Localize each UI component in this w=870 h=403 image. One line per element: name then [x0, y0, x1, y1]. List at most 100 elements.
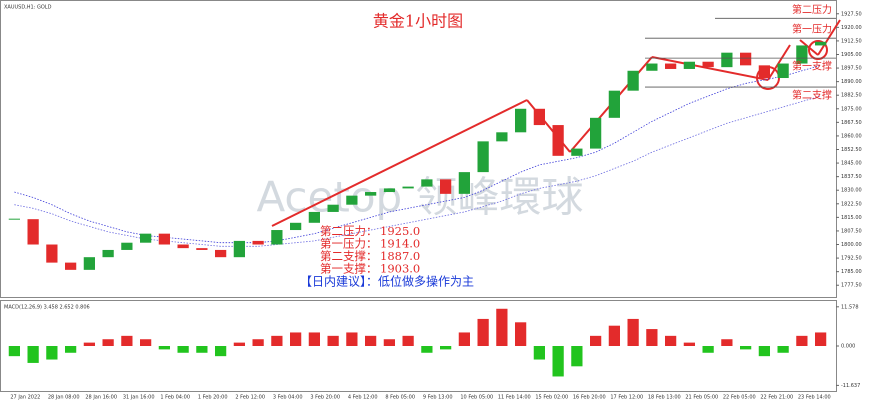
macd-bar: [758, 346, 770, 357]
macd-bar: [46, 346, 58, 360]
y-tick-label: 1920.00: [841, 25, 862, 31]
macd-bar: [665, 335, 677, 346]
y-tick-label: 1897.50: [841, 66, 862, 72]
level-text-name: 第二压力: [320, 224, 366, 238]
x-tick-label: 3 Feb 04:00: [273, 395, 303, 401]
candle: [102, 249, 114, 258]
level-text-value: 1903.0: [380, 262, 420, 276]
x-tick-label: 27 Jan 2022: [10, 395, 40, 401]
y-tick-label: 1912.50: [841, 38, 862, 44]
y-tick-label: 1785.00: [841, 269, 862, 275]
macd-bar: [702, 346, 714, 353]
y-tick-label: 1905.00: [841, 52, 862, 58]
macd-bar: [65, 346, 77, 353]
candle: [721, 52, 733, 68]
level-text-sep: ：: [366, 237, 378, 251]
level-name: 第一支撑: [792, 60, 832, 73]
macd-bar: [346, 332, 358, 346]
x-tick-label: 16 Feb 20:00: [573, 395, 606, 401]
macd-bar: [590, 335, 602, 346]
candle: [740, 52, 752, 66]
level-text-sep: ：: [366, 262, 378, 276]
level-text-name: 第一压力: [320, 237, 366, 251]
macd-bar: [533, 346, 545, 360]
x-tick-label: 10 Feb 05:00: [460, 395, 493, 401]
y-tick-label: 1777.50: [841, 283, 862, 289]
macd-bar: [271, 335, 283, 346]
macd-bar: [27, 346, 39, 363]
macd-bar: [121, 335, 133, 346]
y-tick-label: 1822.50: [841, 201, 862, 207]
level-text-name: 第一支撑: [320, 262, 366, 276]
macd-bar: [627, 318, 639, 346]
macd-bar: [608, 325, 620, 346]
x-tick-label: 8 Feb 05:00: [385, 395, 415, 401]
y-tick-label: 0.000: [841, 344, 855, 350]
candle: [421, 179, 433, 187]
macd-bar: [421, 346, 433, 353]
macd-bar: [646, 329, 658, 346]
candle: [233, 240, 245, 258]
candle: [533, 108, 545, 126]
x-tick-label: 22 Feb 21:00: [760, 395, 793, 401]
candle: [702, 61, 714, 68]
watermark: Acetop 领峰環球: [256, 173, 583, 222]
macd-bar: [477, 318, 489, 346]
x-tick-label: 23 Feb 14:00: [798, 395, 831, 401]
candle: [665, 63, 677, 69]
candle: [627, 70, 639, 91]
macd-title: MACD(12,26,9) 3.458 2.652 0.806: [4, 305, 90, 311]
x-tick-label: 18 Feb 13:00: [648, 395, 681, 401]
level-name: 第一压力: [792, 23, 832, 36]
level-text-sep: ：: [366, 224, 378, 238]
candle: [477, 141, 489, 173]
candle: [496, 132, 508, 142]
candle: [177, 244, 189, 249]
level-name: 第二压力: [792, 3, 832, 16]
x-tick-label: 9 Feb 13:00: [423, 395, 453, 401]
y-tick-label: 1860.00: [841, 133, 862, 139]
candle: [215, 249, 227, 258]
candle: [777, 63, 789, 79]
y-tick-label: 1830.00: [841, 188, 862, 194]
candle: [27, 219, 39, 245]
candle: [290, 222, 302, 231]
macd-bar: [796, 335, 808, 346]
candle: [65, 262, 77, 270]
x-tick-label: 1 Feb 04:00: [160, 395, 190, 401]
candle: [327, 204, 339, 212]
x-tick-label: 15 Feb 02:00: [535, 395, 568, 401]
y-tick-label: 1852.50: [841, 147, 862, 153]
y-tick-label: 1815.00: [841, 215, 862, 221]
candle: [683, 61, 695, 69]
symbol: XAUUSD,H1: GOLD: [4, 5, 52, 11]
candle: [83, 257, 95, 270]
candle: [196, 248, 208, 250]
x-tick-label: 4 Feb 12:00: [348, 395, 378, 401]
macd-bar: [308, 332, 320, 346]
level-text-sep: ：: [366, 249, 378, 263]
macd-bar: [365, 335, 377, 346]
candle: [308, 211, 320, 223]
y-tick-label: -11.637: [841, 383, 860, 389]
candle: [815, 41, 827, 46]
candle: [590, 117, 602, 149]
macd-bar: [252, 339, 264, 346]
level-name: 第二支撑: [792, 89, 832, 102]
y-tick-label: 1890.00: [841, 79, 862, 85]
candle: [140, 233, 152, 243]
macd-bar: [515, 322, 527, 346]
x-tick-label: 31 Jan 16:00: [123, 395, 155, 401]
y-tick-label: 1792.50: [841, 256, 862, 262]
y-tick-label: 1837.50: [841, 174, 862, 180]
x-tick-label: 21 Feb 05:00: [685, 395, 718, 401]
y-tick-label: 1800.00: [841, 242, 862, 248]
candle: [646, 63, 658, 71]
candle: [365, 192, 377, 196]
y-tick-label: 1867.50: [841, 120, 862, 126]
y-tick-label: 1927.50: [841, 11, 862, 17]
macd-bar: [290, 332, 302, 346]
candle: [346, 195, 358, 205]
candle: [458, 172, 470, 194]
